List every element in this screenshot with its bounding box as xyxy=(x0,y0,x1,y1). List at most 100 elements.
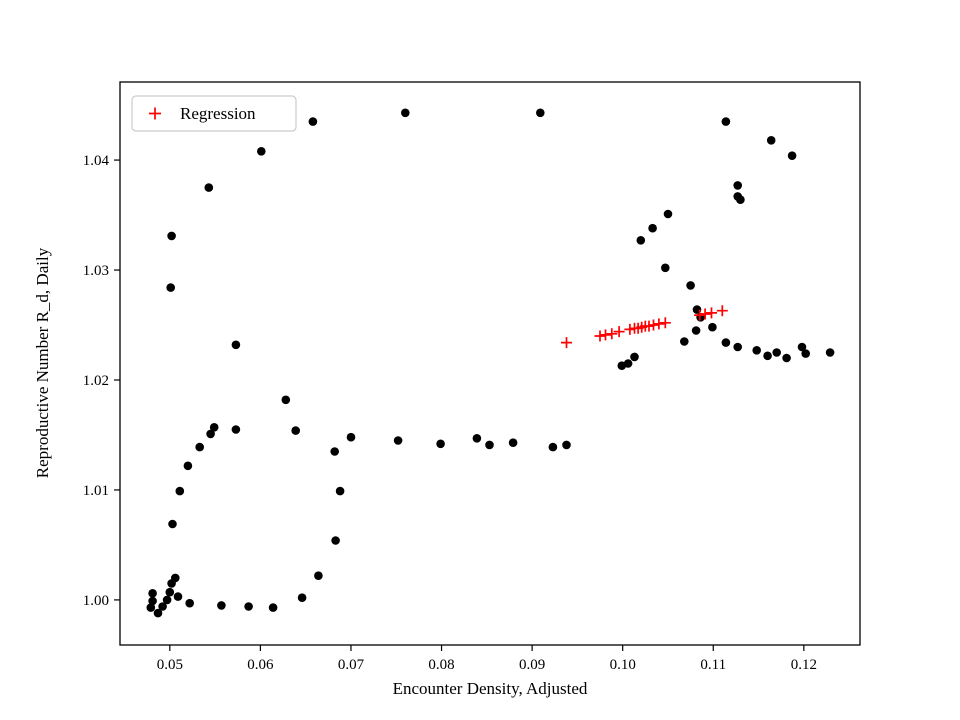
y-axis-label: Reproductive Number R_d, Daily xyxy=(33,247,52,478)
data-point xyxy=(636,236,646,245)
data-point xyxy=(648,223,657,233)
data-point xyxy=(231,340,241,350)
data-point xyxy=(797,342,807,352)
x-tick-label: 0.10 xyxy=(610,657,636,673)
data-point xyxy=(562,440,571,450)
data-point xyxy=(401,108,410,118)
regression-plus-icon xyxy=(149,107,161,120)
data-point xyxy=(206,429,215,439)
data-point xyxy=(162,595,172,605)
regression-points-layer xyxy=(561,305,728,349)
data-point xyxy=(663,209,673,219)
data-point xyxy=(183,461,193,471)
data-point xyxy=(291,426,301,435)
regression-point xyxy=(659,317,671,329)
data-point xyxy=(733,342,742,352)
legend: Regression xyxy=(131,95,297,132)
data-point xyxy=(801,349,810,358)
data-point xyxy=(536,108,545,118)
data-point xyxy=(165,587,175,597)
data-point xyxy=(168,519,177,529)
x-tick-label: 0.05 xyxy=(157,657,183,673)
x-tick-label: 0.08 xyxy=(428,657,454,673)
data-point xyxy=(733,181,742,190)
regression-point xyxy=(653,318,665,330)
data-point xyxy=(166,283,175,292)
data-point xyxy=(175,486,185,496)
y-tick-label: 1.00 xyxy=(83,593,109,609)
data-point xyxy=(173,592,183,601)
data-point xyxy=(782,353,791,363)
data-point xyxy=(721,338,731,347)
x-tick-labels: 0.05 0.06 0.07 0.08 0.09 0.10 0.11 0.12 xyxy=(157,657,817,673)
legend-label: Regression xyxy=(180,104,256,123)
regression-point xyxy=(699,308,711,320)
x-tick-label: 0.07 xyxy=(338,657,365,673)
data-point xyxy=(763,351,772,361)
x-tick-label: 0.06 xyxy=(247,657,274,673)
regression-point xyxy=(648,319,659,331)
regression-point xyxy=(606,328,618,340)
regression-point xyxy=(694,309,706,321)
data-point xyxy=(257,147,266,156)
legend-box xyxy=(131,95,297,132)
y-tick-label: 1.01 xyxy=(83,483,109,499)
x-axis-label: Encounter Density, Adjusted xyxy=(393,679,588,698)
x-tick-label: 0.09 xyxy=(519,657,545,673)
data-point xyxy=(148,589,157,598)
regression-point xyxy=(594,330,606,342)
data-point xyxy=(167,231,176,241)
data-point xyxy=(825,348,835,357)
plot-area xyxy=(119,81,861,646)
scatter-points-layer xyxy=(146,108,835,618)
regression-point xyxy=(600,329,611,341)
data-point xyxy=(393,436,403,445)
data-point xyxy=(736,195,745,204)
data-point xyxy=(195,442,204,452)
x-tick-label: 0.11 xyxy=(700,657,726,673)
data-point xyxy=(244,602,253,611)
regression-point xyxy=(561,337,572,349)
regression-point xyxy=(706,307,717,319)
x-tick-label: 0.12 xyxy=(791,657,817,673)
y-tick-label: 1.02 xyxy=(83,373,109,389)
regression-point xyxy=(624,323,636,335)
data-point xyxy=(346,432,356,442)
data-point xyxy=(314,571,323,580)
regression-point xyxy=(613,326,625,338)
data-point xyxy=(153,608,163,618)
ticks-layer xyxy=(114,159,805,651)
data-point xyxy=(772,348,781,357)
y-tick-labels: 1.00 1.01 1.02 1.03 1.04 xyxy=(83,153,110,609)
data-point xyxy=(508,438,518,448)
data-point xyxy=(268,603,278,612)
data-point xyxy=(752,346,761,355)
data-point xyxy=(281,395,291,405)
y-tick-label: 1.03 xyxy=(83,263,109,279)
data-point xyxy=(204,183,214,192)
data-point xyxy=(146,603,156,612)
data-point xyxy=(297,593,307,602)
data-point xyxy=(308,117,318,126)
data-point xyxy=(787,151,797,160)
data-point xyxy=(231,425,241,434)
data-point xyxy=(630,352,639,362)
data-point xyxy=(148,596,157,606)
data-point xyxy=(708,322,717,332)
data-point xyxy=(661,263,670,273)
data-point xyxy=(436,439,445,449)
data-point xyxy=(623,359,633,368)
regression-point xyxy=(716,305,728,317)
data-point xyxy=(171,573,180,583)
data-point xyxy=(680,337,689,346)
data-point xyxy=(217,601,226,610)
data-point xyxy=(185,598,194,608)
data-point xyxy=(158,602,167,611)
data-point xyxy=(721,117,731,126)
data-point xyxy=(209,423,219,432)
data-point xyxy=(335,486,345,496)
data-point xyxy=(472,434,482,443)
data-point xyxy=(691,326,701,335)
